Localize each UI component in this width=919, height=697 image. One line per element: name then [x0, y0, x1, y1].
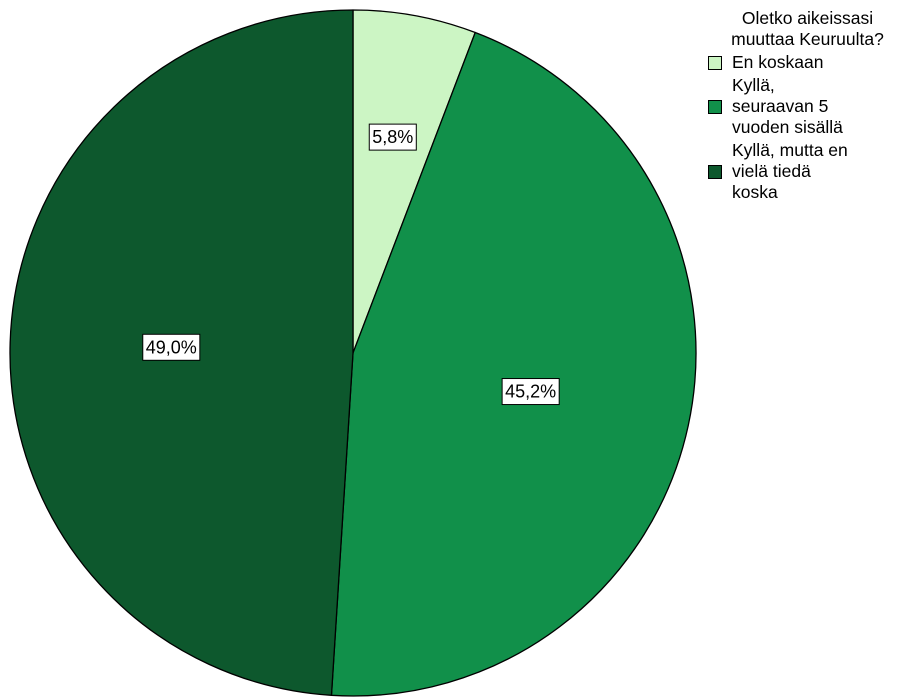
data-label-en-koskaan: 5,8%: [368, 123, 417, 151]
data-label-kyll-mutta-en-viel-tied-koska: 49,0%: [142, 333, 201, 361]
data-label-box: [501, 378, 560, 406]
pie-slice-en-koskaan: [352, 9, 476, 354]
legend-item-en-koskaan: En koskaan: [700, 52, 915, 73]
legend-label: Kyllä, seuraavan 5 vuoden sisällä: [732, 75, 843, 137]
pie-slice-kyll-seuraavan-5-vuoden-sis-ll: [330, 31, 697, 697]
legend-title-line-2: muuttaa Keuruulta?: [731, 29, 884, 49]
legend-label: En koskaan: [732, 52, 824, 72]
pie-slices: [9, 9, 697, 697]
legend-swatch: [708, 55, 722, 70]
legend-title: Oletko aikeissasi muuttaa Keuruulta?: [700, 8, 915, 50]
legend: Oletko aikeissasi muuttaa Keuruulta? En …: [700, 8, 915, 205]
data-label-kyll-seuraavan-5-vuoden-sis-ll: 45,2%: [501, 378, 560, 406]
data-label-text: 5,8%: [372, 127, 413, 147]
data-label-text: 49,0%: [146, 337, 197, 357]
legend-swatch: [708, 164, 722, 179]
legend-swatch: [708, 99, 722, 114]
legend-item-kylla-en-tieda: Kyllä, mutta en vielä tiedä koska: [700, 140, 915, 203]
data-label-box: [142, 333, 201, 361]
legend-label: Kyllä, mutta en vielä tiedä koska: [732, 140, 848, 202]
data-label-text: 45,2%: [505, 382, 556, 402]
legend-title-line-1: Oletko aikeissasi: [741, 8, 874, 28]
pie-data-labels: 5,8% 45,2% 49,0%: [142, 123, 560, 406]
legend-item-kylla-5-vuoden: Kyllä, seuraavan 5 vuoden sisällä: [700, 75, 915, 138]
data-label-box: [368, 123, 417, 151]
